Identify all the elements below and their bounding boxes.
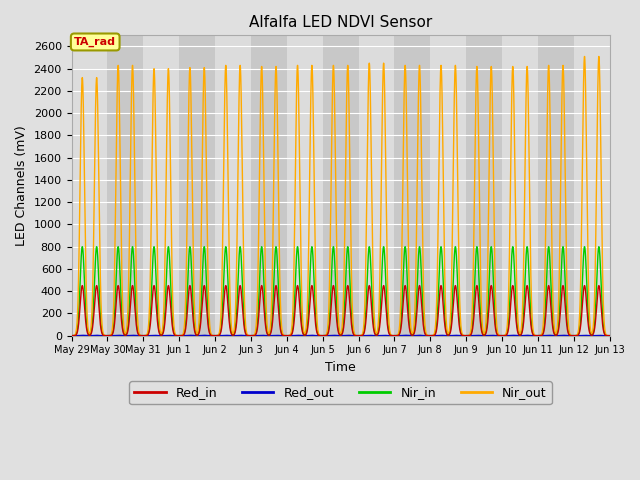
Bar — [323, 36, 358, 336]
Bar — [179, 36, 215, 336]
Bar — [143, 36, 179, 336]
Y-axis label: LED Channels (mV): LED Channels (mV) — [15, 125, 28, 246]
X-axis label: Time: Time — [325, 361, 356, 374]
Title: Alfalfa LED NDVI Sensor: Alfalfa LED NDVI Sensor — [249, 15, 432, 30]
Bar — [502, 36, 538, 336]
Bar — [215, 36, 251, 336]
Bar — [430, 36, 466, 336]
Text: TA_rad: TA_rad — [74, 37, 116, 47]
Bar — [538, 36, 573, 336]
Bar — [394, 36, 430, 336]
Legend: Red_in, Red_out, Nir_in, Nir_out: Red_in, Red_out, Nir_in, Nir_out — [129, 382, 552, 405]
Bar — [108, 36, 143, 336]
Bar — [358, 36, 394, 336]
Bar — [251, 36, 287, 336]
Bar — [287, 36, 323, 336]
Bar — [72, 36, 108, 336]
Bar — [466, 36, 502, 336]
Bar — [573, 36, 610, 336]
